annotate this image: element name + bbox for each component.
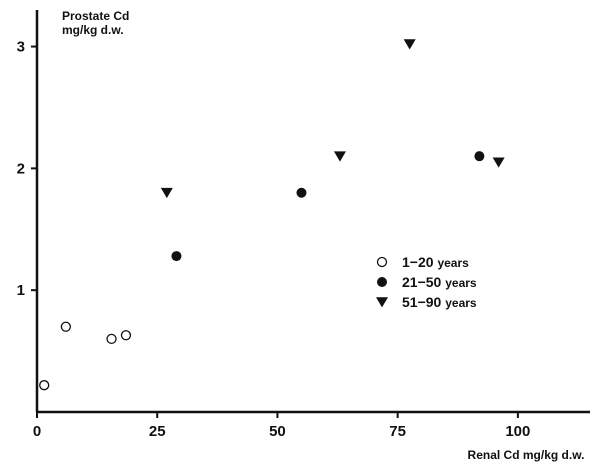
legend-marker-3 xyxy=(376,297,388,308)
legend-label-1: 1−20 years xyxy=(402,254,469,270)
data-point-series-1 xyxy=(39,380,50,391)
legend-label-2: 21−50 years xyxy=(402,274,477,290)
data-point-series-3 xyxy=(492,157,505,168)
x-tick-label: 0 xyxy=(33,423,41,440)
legend-label-3: 51−90 years xyxy=(402,294,477,310)
x-tick-label: 100 xyxy=(505,423,530,440)
data-point-series-3 xyxy=(160,187,173,199)
data-point-series-1 xyxy=(106,333,117,345)
legend-marker-1 xyxy=(376,256,388,268)
data-point-series-2 xyxy=(296,187,307,198)
data-point-series-3 xyxy=(333,151,346,162)
y-tick-label: 3 xyxy=(17,39,25,56)
y-axis-label-line-2: mg/kg d.w. xyxy=(62,23,124,37)
data-points xyxy=(39,39,505,391)
data-point-series-1 xyxy=(60,321,72,332)
data-point-series-1 xyxy=(120,330,132,341)
y-axis-label-line-1: Prostate Cd xyxy=(62,9,129,23)
x-tick-label: 25 xyxy=(149,423,166,440)
legend-marker-2 xyxy=(377,277,387,287)
y-tick-label: 1 xyxy=(17,282,25,299)
x-axis-label: Renal Cd mg/kg d.w. xyxy=(468,448,585,462)
data-point-series-2 xyxy=(474,151,485,162)
ticks: 0 25 50 75 100 1 2 3 xyxy=(17,39,531,440)
y-tick-label: 2 xyxy=(17,160,25,177)
axes xyxy=(35,10,590,414)
legend: 1−20 years 21−50 years 51−90 years xyxy=(376,254,477,310)
x-tick-label: 50 xyxy=(269,423,286,440)
data-point-series-2 xyxy=(171,251,182,262)
data-point-series-3 xyxy=(403,39,416,50)
x-tick-label: 75 xyxy=(389,423,406,440)
